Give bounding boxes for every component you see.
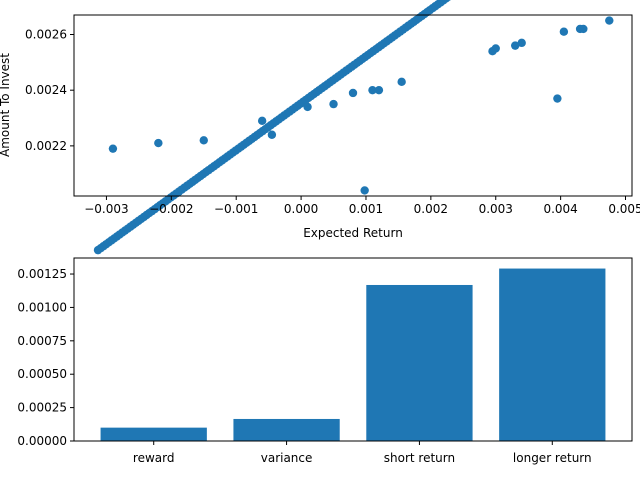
bar-y-tick-label: 0.00125: [17, 267, 67, 281]
scatter-point: [348, 88, 358, 98]
bar: [100, 427, 207, 441]
scatter-y-tick-label: 0.0024: [25, 83, 67, 97]
scatter-point: [553, 94, 562, 103]
bar-marks: [100, 268, 606, 441]
bar-y-tick-label: 0.00075: [17, 334, 67, 348]
scatter-point: [374, 85, 384, 95]
scatter-x-tick-label: −0.002: [149, 202, 193, 216]
scatter-point: [491, 44, 500, 53]
scatter-y-axis-label: Amount To Invest: [0, 53, 12, 157]
scatter-x-tick-label: 0.000: [284, 202, 318, 216]
bar-y-tick-label: 0.00025: [17, 401, 67, 415]
bar: [499, 268, 606, 441]
bar-y-tick-label: 0.00000: [17, 434, 67, 448]
scatter-point: [446, 0, 452, 1]
scatter-x-tick-label: −0.001: [214, 202, 258, 216]
bar-category-label: variance: [261, 451, 313, 465]
bar-category-label: reward: [133, 451, 175, 465]
scatter-point: [397, 77, 406, 87]
scatter-point: [579, 24, 588, 34]
scatter-point: [511, 41, 520, 50]
scatter-marks: [93, 0, 614, 255]
scatter-x-tick-label: 0.003: [479, 202, 513, 216]
scatter-x-tick-label: −0.003: [84, 202, 128, 216]
bar-chart-frame: [73, 257, 633, 442]
scatter-point: [257, 116, 267, 126]
bar: [366, 284, 473, 441]
scatter-y-axis-ticks: 0.0022 0.0024 0.0026: [25, 27, 74, 153]
scatter-y-tick-label: 0.0022: [25, 139, 67, 153]
scatter-point: [360, 186, 369, 195]
scatter-point: [605, 16, 614, 25]
scatter-point: [303, 102, 312, 112]
scatter-point: [559, 27, 569, 36]
scatter-plot-frame: [73, 14, 633, 197]
bar-chart: reward variance short return longer return …: [17, 257, 633, 465]
bar-category-label: longer return: [513, 451, 592, 465]
scatter-x-tick-label: 0.005: [608, 202, 640, 216]
scatter-point: [199, 136, 208, 145]
scatter-point: [442, 0, 450, 3]
scatter-point: [154, 138, 163, 148]
bar-y-tick-label: 0.00100: [17, 300, 67, 314]
scatter-x-axis-label: Expected Return: [303, 226, 403, 240]
bar-y-axis-ticks: 0.00000 0.00025 0.00050 0.00075 0.00100 0.001…: [17, 267, 74, 448]
scatter-y-tick-label: 0.0026: [25, 27, 67, 41]
scatter-point: [368, 85, 377, 95]
scatter-point: [329, 99, 338, 109]
scatter-point: [267, 130, 277, 139]
bar-category-label: short return: [384, 451, 455, 465]
bar-x-axis-ticks: reward variance short return longer return: [133, 441, 592, 465]
scatter-point: [108, 144, 118, 153]
bar-y-tick-label: 0.00050: [17, 367, 67, 381]
scatter-x-tick-label: 0.004: [543, 202, 577, 216]
scatter-x-axis-ticks: −0.003 −0.002 −0.001 0.000 0.001 0.002 0.003 0.…: [84, 196, 640, 216]
scatter-x-tick-label: 0.002: [414, 202, 448, 216]
scatter-point: [517, 38, 526, 48]
bar: [233, 418, 340, 441]
scatter-x-tick-label: 0.001: [349, 202, 383, 216]
scatter-plot: −0.003 −0.002 −0.001 0.000 0.001 0.002 0.003 0.…: [0, 0, 640, 255]
